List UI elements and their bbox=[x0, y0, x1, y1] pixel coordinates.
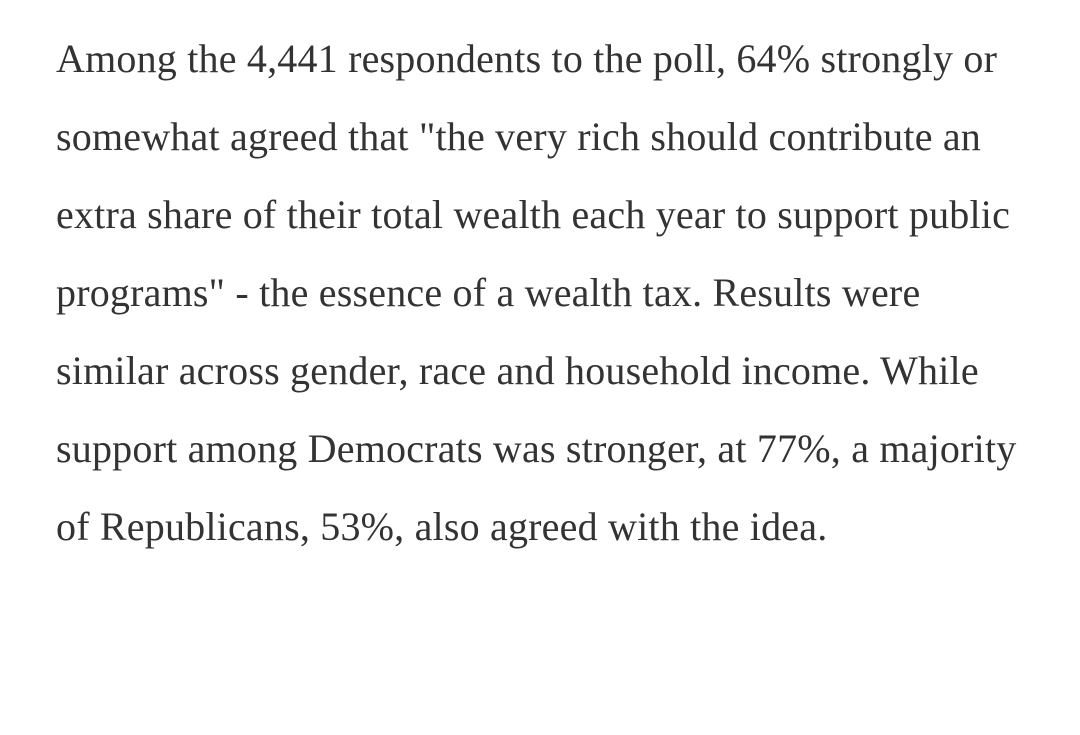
article-paragraph: Among the 4,441 respondents to the poll,… bbox=[56, 36, 1017, 549]
